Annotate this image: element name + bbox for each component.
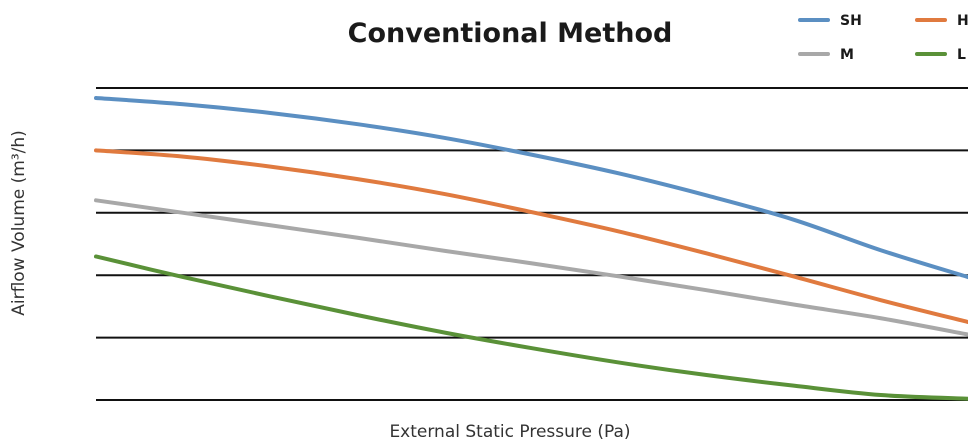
series-line-l bbox=[94, 254, 968, 401]
chart-title: Conventional Method bbox=[348, 18, 673, 49]
legend-label-h: H bbox=[957, 13, 968, 29]
series-line-h bbox=[94, 148, 968, 324]
series-line-m bbox=[94, 198, 968, 337]
x-axis-label: External Static Pressure (Pa) bbox=[389, 422, 630, 442]
legend-label-l: L bbox=[957, 47, 966, 63]
series-line-sh bbox=[94, 95, 968, 280]
y-axis-label: Airflow Volume (m³/h) bbox=[9, 130, 29, 316]
plot-lines bbox=[94, 95, 968, 401]
legend: SH H M L bbox=[798, 13, 968, 63]
legend-label-sh: SH bbox=[840, 13, 862, 29]
legend-label-m: M bbox=[840, 47, 854, 63]
gridlines bbox=[96, 87, 968, 401]
